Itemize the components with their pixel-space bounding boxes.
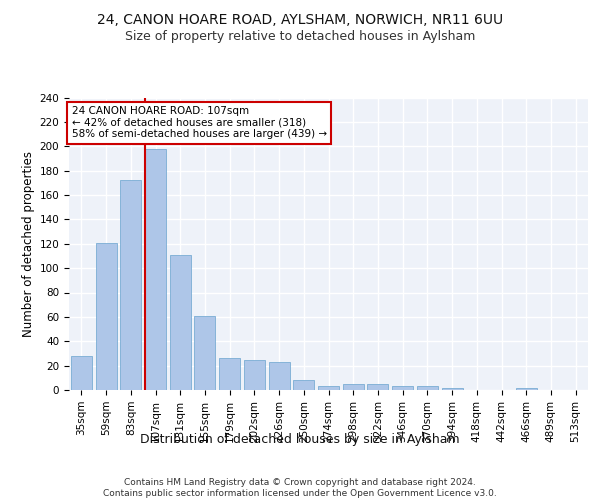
Bar (170, 254, 191, 390)
Bar (367, 384, 388, 390)
Text: Contains HM Land Registry data © Crown copyright and database right 2024.
Contai: Contains HM Land Registry data © Crown c… (103, 478, 497, 498)
Text: Distribution of detached houses by size in Aylsham: Distribution of detached houses by size … (140, 432, 460, 446)
Bar (219, 358, 240, 390)
Bar (194, 316, 215, 390)
Bar (392, 386, 413, 390)
Text: 24 CANON HOARE ROAD: 107sqm
← 42% of detached houses are smaller (318)
58% of se: 24 CANON HOARE ROAD: 107sqm ← 42% of det… (71, 106, 327, 140)
Bar (417, 386, 438, 390)
Bar (269, 362, 290, 390)
Bar (244, 360, 265, 390)
Bar (516, 388, 537, 390)
Bar (95, 242, 116, 390)
Bar (145, 148, 166, 390)
Bar (442, 388, 463, 390)
Bar (318, 386, 339, 390)
Text: Size of property relative to detached houses in Aylsham: Size of property relative to detached ho… (125, 30, 475, 43)
Text: 24, CANON HOARE ROAD, AYLSHAM, NORWICH, NR11 6UU: 24, CANON HOARE ROAD, AYLSHAM, NORWICH, … (97, 12, 503, 26)
Bar (71, 356, 92, 390)
Y-axis label: Number of detached properties: Number of detached properties (22, 151, 35, 337)
Bar (343, 384, 364, 390)
Bar (120, 180, 141, 390)
Bar (293, 380, 314, 390)
